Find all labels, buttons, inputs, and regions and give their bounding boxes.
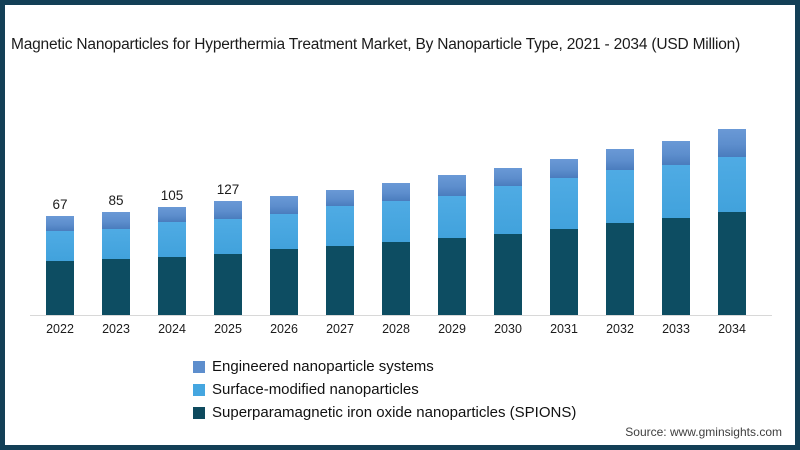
- x-axis-label-2033: 2033: [662, 322, 690, 336]
- bar-segment: [550, 178, 578, 229]
- bar-segment: [102, 212, 130, 229]
- bar-2034: [718, 129, 746, 315]
- bar-column-2027: [312, 5, 368, 315]
- legend-item-1: Surface-modified nanoparticles: [193, 380, 576, 399]
- bar-2024: [158, 207, 186, 315]
- legend-item-0: Engineered nanoparticle systems: [193, 357, 576, 376]
- bar-segment: [270, 249, 298, 315]
- x-axis-label-2029: 2029: [438, 322, 466, 336]
- bar-segment: [438, 175, 466, 196]
- bar-segment: [382, 183, 410, 201]
- bar-value-label-2025: 127: [216, 181, 240, 197]
- bar-2033: [662, 141, 690, 315]
- bar-segment: [158, 222, 186, 257]
- bar-2031: [550, 159, 578, 315]
- legend-label: Surface-modified nanoparticles: [212, 381, 419, 398]
- x-axis-label-2024: 2024: [158, 322, 186, 336]
- bar-segment: [46, 231, 74, 261]
- bar-segment: [102, 229, 130, 259]
- bar-segment: [46, 216, 74, 231]
- bar-segment: [214, 219, 242, 254]
- bar-segment: [46, 261, 74, 315]
- x-axis-label-2023: 2023: [102, 322, 130, 336]
- bar-segment: [326, 246, 354, 315]
- bar-segment: [270, 196, 298, 214]
- bar-segment: [662, 165, 690, 218]
- bar-column-2032: [592, 5, 648, 315]
- bar-segment: [214, 201, 242, 219]
- bar-segment: [606, 170, 634, 223]
- bar-2028: [382, 183, 410, 315]
- legend-label: Superparamagnetic iron oxide nanoparticl…: [212, 404, 577, 421]
- bar-segment: [718, 212, 746, 315]
- bar-column-2034: [704, 5, 760, 315]
- x-axis-label-2025: 2025: [214, 322, 242, 336]
- bar-segment: [494, 168, 522, 186]
- legend: Engineered nanoparticle systems Surface-m…: [193, 357, 576, 422]
- bar-column-2026: [256, 5, 312, 315]
- x-axis-label-2032: 2032: [606, 322, 634, 336]
- bar-segment: [326, 190, 354, 206]
- legend-item-2: Superparamagnetic iron oxide nanoparticl…: [193, 403, 576, 422]
- plot-area: 67 85 105 127: [32, 5, 760, 315]
- bar-segment: [270, 214, 298, 249]
- bar-segment: [606, 149, 634, 170]
- bar-2027: [326, 190, 354, 315]
- bar-column-2028: [368, 5, 424, 315]
- bar-2023: [102, 212, 130, 315]
- bar-segment: [102, 259, 130, 315]
- x-axis-label-2026: 2026: [270, 322, 298, 336]
- bar-column-2033: [648, 5, 704, 315]
- bar-segment: [718, 157, 746, 212]
- bar-segment: [662, 141, 690, 165]
- legend-swatch-icon: [193, 360, 205, 373]
- x-axis-label-2031: 2031: [550, 322, 578, 336]
- bar-2026: [270, 196, 298, 315]
- bar-2029: [438, 175, 466, 315]
- legend-swatch-icon: [193, 383, 205, 396]
- bar-2030: [494, 168, 522, 315]
- bar-segment: [662, 218, 690, 315]
- x-axis-line: [30, 315, 772, 316]
- bar-value-label-2022: 67: [52, 196, 68, 212]
- bar-segment: [550, 159, 578, 178]
- legend-label: Engineered nanoparticle systems: [212, 358, 434, 375]
- x-axis-label-2030: 2030: [494, 322, 522, 336]
- bar-segment: [382, 242, 410, 315]
- chart-title: Magnetic Nanoparticles for Hyperthermia …: [11, 36, 741, 53]
- bar-segment: [494, 186, 522, 234]
- bar-segment: [494, 234, 522, 315]
- bar-segment: [438, 238, 466, 315]
- bar-segment: [718, 129, 746, 157]
- bar-column-2025: 127: [200, 5, 256, 315]
- source-attribution: Source: www.gminsights.com: [625, 425, 782, 439]
- bar-segment: [438, 196, 466, 238]
- bar-segment: [214, 254, 242, 315]
- bar-column-2022: 67: [32, 5, 88, 315]
- bar-2025: [214, 201, 242, 315]
- x-axis-label-2028: 2028: [382, 322, 410, 336]
- bar-column-2030: [480, 5, 536, 315]
- bar-segment: [326, 206, 354, 246]
- x-axis-label-2027: 2027: [326, 322, 354, 336]
- bar-segment: [158, 207, 186, 222]
- bar-segment: [606, 223, 634, 315]
- bar-value-label-2024: 105: [160, 187, 184, 203]
- x-axis-label-2022: 2022: [46, 322, 74, 336]
- bar-2022: [46, 216, 74, 315]
- x-axis-labels: 2022 2023 2024 2025 2026 2027 2028 2029 2030 2031…: [32, 322, 760, 336]
- bar-segment: [550, 229, 578, 315]
- bar-column-2024: 105: [144, 5, 200, 315]
- bar-column-2029: [424, 5, 480, 315]
- legend-swatch-icon: [193, 406, 205, 419]
- bar-2032: [606, 149, 634, 315]
- bar-value-label-2023: 85: [108, 192, 124, 208]
- bar-segment: [382, 201, 410, 242]
- bar-column-2031: [536, 5, 592, 315]
- x-axis-label-2034: 2034: [718, 322, 746, 336]
- bar-column-2023: 85: [88, 5, 144, 315]
- bar-segment: [158, 257, 186, 315]
